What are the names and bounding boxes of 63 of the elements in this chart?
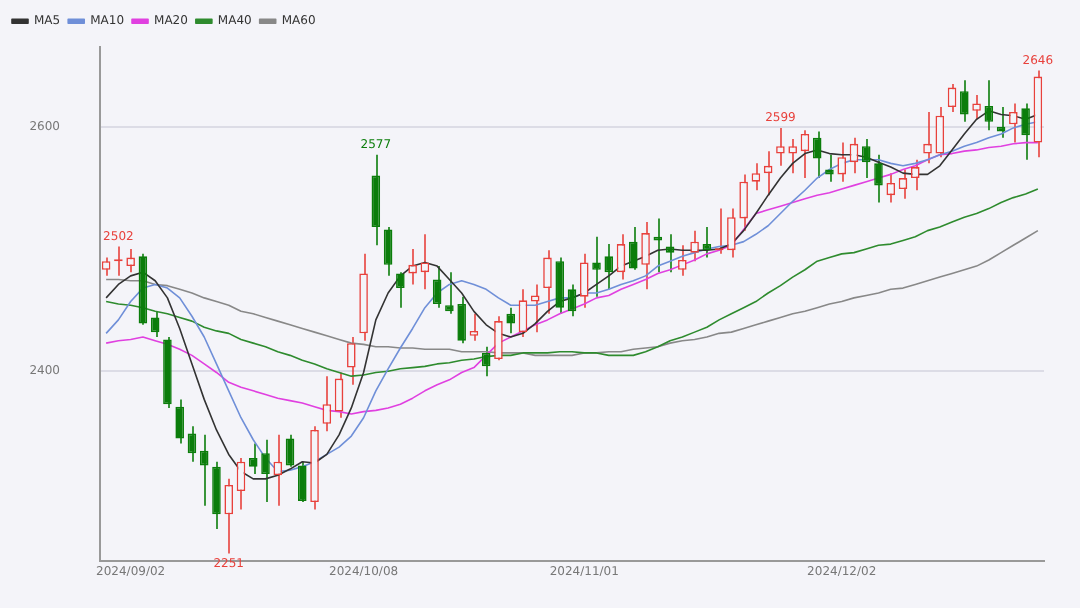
candlestick <box>641 221 650 291</box>
candlestick <box>727 207 736 259</box>
candlestick <box>445 271 454 315</box>
candlestick <box>236 457 246 511</box>
candlestick <box>175 398 184 445</box>
candlestick <box>383 226 393 277</box>
candlestick <box>739 173 748 232</box>
candlestick <box>812 130 822 179</box>
candlestick <box>334 371 344 419</box>
candlestick <box>347 336 356 386</box>
candlestick <box>751 162 761 192</box>
candlestick <box>702 226 712 259</box>
candlestick <box>224 478 234 555</box>
candlestick <box>592 235 601 298</box>
candlestick <box>543 249 552 315</box>
candlestick <box>763 150 773 196</box>
candlestick <box>665 233 675 274</box>
candlestick <box>579 253 589 309</box>
candlestick <box>408 248 417 286</box>
candlestick <box>494 315 503 362</box>
candlestick <box>837 141 847 183</box>
candlestick <box>481 346 491 377</box>
candlestick <box>947 83 957 113</box>
candlestick <box>960 79 969 123</box>
candlestick <box>690 229 699 262</box>
candlestick <box>457 295 466 344</box>
candlestick <box>285 434 295 468</box>
candlestick <box>984 79 994 132</box>
candlestick <box>273 434 283 507</box>
candlestick <box>518 288 528 338</box>
candlestick <box>800 129 810 179</box>
candlestick <box>506 306 515 335</box>
candlestick <box>1021 102 1030 161</box>
candlestick <box>653 217 663 274</box>
candlestick <box>298 460 307 503</box>
candlestick <box>1009 102 1018 144</box>
candlestick <box>604 243 614 291</box>
candlestick <box>530 283 540 333</box>
candlestick <box>776 127 785 167</box>
candlestick <box>849 136 859 174</box>
candlestick <box>861 138 871 179</box>
candlestick <box>432 265 442 309</box>
candlestick <box>825 154 834 183</box>
candlestick <box>199 434 209 507</box>
candlestick <box>788 138 797 174</box>
candlestick <box>874 154 883 204</box>
candlestick <box>935 106 945 159</box>
candlestick <box>629 226 638 271</box>
candlestick <box>616 233 626 281</box>
candlestick <box>187 425 197 463</box>
candlestick <box>322 375 332 432</box>
candlestick <box>396 271 405 309</box>
candlestick <box>567 283 577 318</box>
candlestick <box>898 168 908 200</box>
candlestick <box>886 172 896 204</box>
candlestick <box>420 233 430 291</box>
candlestick <box>923 111 932 165</box>
candlestick <box>555 256 565 315</box>
candlestick <box>101 256 111 277</box>
candlestick <box>150 310 160 338</box>
candlestick <box>996 106 1006 139</box>
candlestick <box>212 460 221 530</box>
candlestick <box>972 94 981 121</box>
